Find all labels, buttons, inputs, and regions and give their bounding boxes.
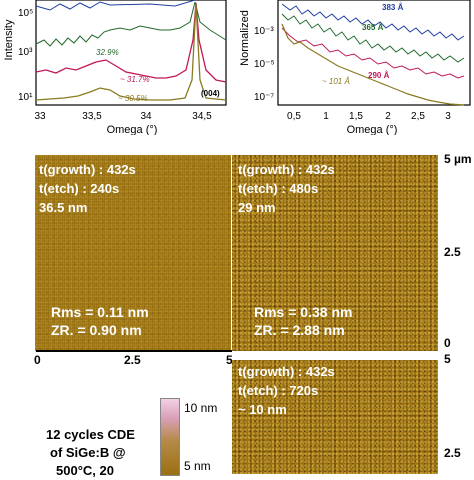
caption-line-3: 500°C, 20 xyxy=(56,463,114,478)
thickness: ~ 10 nm xyxy=(238,402,287,417)
y-tick-label: 10³ xyxy=(18,47,33,58)
xrr-chart: Normalized 10⁻³ 10⁻⁵ 10⁻⁷ 383 Å 365 Å 29… xyxy=(239,0,471,135)
series-365-line xyxy=(281,13,465,63)
scale-tick: 5 xyxy=(444,352,451,366)
etch-time: t(etch) : 480s xyxy=(238,181,319,196)
scale-tick: 2.5 xyxy=(124,353,141,367)
y-axis-label: Normalized xyxy=(239,10,251,66)
y-tick-label: 10⁻⁵ xyxy=(254,59,275,70)
series-label-383: 383 Å xyxy=(382,3,404,12)
y-tick-label: 10⁻⁷ xyxy=(254,92,274,103)
series-290-line xyxy=(281,27,465,79)
scale-tick: 0 xyxy=(444,336,451,350)
series-label-365: 365 Å xyxy=(362,23,384,32)
afm-image-720s: t(growth) : 432s t(etch) : 720s ~ 10 nm xyxy=(232,360,438,474)
x-tick-label: 1 xyxy=(323,111,329,122)
x-axis-label: Omega (°) xyxy=(107,124,158,135)
x-tick-label: 33 xyxy=(34,111,46,122)
rms-value: Rms = 0.11 nm xyxy=(51,304,149,320)
x-tick-label: 33,5 xyxy=(82,111,102,122)
zr-value: ZR. = 2.88 nm xyxy=(254,322,345,338)
afm-image-480s: t(growth) : 432s t(etch) : 480s 29 nm Rm… xyxy=(232,155,438,351)
series-label-290: 290 Å xyxy=(368,71,390,80)
growth-time: t(growth) : 432s xyxy=(238,162,335,177)
caption-line-1: 12 cycles CDE xyxy=(46,427,135,442)
x-scale-axis xyxy=(36,350,232,352)
colorbar-max-label: 10 nm xyxy=(184,401,218,415)
etch-time: t(etch) : 240s xyxy=(39,181,120,196)
colorbar-mid-label: 5 nm xyxy=(184,459,211,473)
series-label-32-9: 32.9% xyxy=(96,48,119,57)
caption-line-2: of SiGe:B @ xyxy=(50,445,126,460)
scale-tick: 5 xyxy=(226,353,233,367)
scale-tick: 2.5 xyxy=(444,245,461,259)
scale-tick: 2.5 xyxy=(444,446,461,460)
y-tick-label: 10⁵ xyxy=(18,8,33,19)
series-top-line xyxy=(35,0,196,11)
plot-frame xyxy=(277,0,471,106)
series-32-9-line xyxy=(35,1,227,47)
thickness: 29 nm xyxy=(238,200,276,215)
series-101-line xyxy=(281,23,465,106)
zr-value: ZR. = 0.90 nm xyxy=(51,322,142,338)
series-label-101: ~ 101 Å xyxy=(322,77,350,86)
x-tick-label: 2,5 xyxy=(411,111,425,122)
scale-tick: 0 xyxy=(34,353,41,367)
x-tick-label: 3 xyxy=(445,111,451,122)
x-tick-label: 0,5 xyxy=(287,111,301,122)
scale-tick: 5 µm xyxy=(444,152,472,166)
y-axis-label: Intensity xyxy=(3,19,15,60)
x-tick-label: 2 xyxy=(385,111,391,122)
series-label-31-7: ~ 31.7% xyxy=(120,75,150,84)
x-tick-label: 34 xyxy=(140,111,152,122)
x-tick-label: 34,5 xyxy=(192,111,212,122)
reflection-annotation: (004) xyxy=(201,89,220,98)
growth-time: t(growth) : 432s xyxy=(39,162,136,177)
series-30-5-line xyxy=(35,3,227,101)
series-383-line xyxy=(281,3,465,41)
y-tick-label: 10¹ xyxy=(18,92,33,103)
afm-image-240s: t(growth) : 432s t(etch) : 240s 36.5 nm … xyxy=(35,155,231,351)
x-tick-label: 1,5 xyxy=(349,111,363,122)
etch-time: t(etch) : 720s xyxy=(238,383,319,398)
y-tick-label: 10⁻³ xyxy=(254,26,274,37)
growth-time: t(growth) : 432s xyxy=(238,364,335,379)
rms-value: Rms = 0.38 nm xyxy=(254,304,353,320)
series-label-30-5: ~ 30.5% xyxy=(118,94,148,103)
x-axis-label: Omega (°) xyxy=(347,124,398,135)
height-colorbar xyxy=(160,398,180,476)
thickness: 36.5 nm xyxy=(39,200,88,215)
xrd-omega-chart: Intensity 10⁵ 10³ 10¹ 32.9% ~ 31.7% ~ 30… xyxy=(3,0,227,135)
plot-frame xyxy=(35,0,227,106)
